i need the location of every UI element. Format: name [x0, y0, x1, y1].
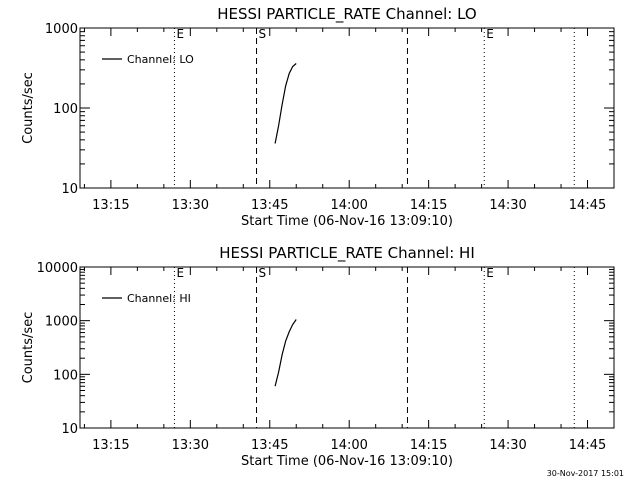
y-tick-label: 10: [61, 422, 78, 437]
event-marker-label: S: [259, 27, 267, 41]
x-tick-label: 13:30: [172, 198, 209, 213]
x-tick-label: 13:45: [251, 438, 288, 453]
plot-frame: [79, 266, 615, 429]
legend-label: Channel: LO: [127, 53, 194, 66]
x-tick-label: 14:15: [410, 198, 447, 213]
y-tick-label: 1000: [45, 315, 78, 330]
event-marker-label: S: [259, 266, 267, 280]
y-axis-label: Counts/sec: [21, 312, 36, 384]
chart-title: HESSI PARTICLE_RATE Channel: HI: [219, 244, 475, 263]
y-axis-label: Counts/sec: [21, 72, 36, 144]
chart-panel-1: HESSI PARTICLE_RATE Channel: LO Start Tim…: [21, 5, 615, 229]
x-tick-label: 13:15: [92, 438, 129, 453]
y-tick-label: 100: [53, 368, 78, 383]
x-axis-label: Start Time (06-Nov-16 13:09:10): [241, 454, 453, 469]
x-tick-label: 14:30: [489, 438, 526, 453]
x-tick-label: 14:45: [569, 438, 606, 453]
event-marker-label: E: [486, 266, 494, 280]
x-tick-label: 14:45: [569, 198, 606, 213]
legend-label: Channel: HI: [127, 292, 191, 305]
y-tick-label: 10000: [37, 261, 78, 276]
event-marker-label: E: [176, 266, 184, 280]
x-tick-label: 14:00: [330, 438, 367, 453]
series-line: [274, 319, 297, 387]
y-tick-label: 10: [61, 182, 78, 197]
plot-frame: [79, 27, 615, 189]
y-tick-label: 1000: [45, 22, 78, 37]
x-axis-label: Start Time (06-Nov-16 13:09:10): [241, 214, 453, 229]
x-tick-label: 14:00: [330, 198, 367, 213]
event-marker-label: E: [486, 27, 494, 41]
x-tick-label: 14:30: [489, 198, 526, 213]
y-tick-label: 100: [53, 102, 78, 117]
x-tick-label: 13:45: [251, 198, 288, 213]
x-tick-label: 13:30: [172, 438, 209, 453]
x-tick-label: 14:15: [410, 438, 447, 453]
footer-timestamp: 30-Nov-2017 15:01: [547, 469, 624, 478]
series-line: [274, 63, 297, 144]
chart-panel-2: HESSI PARTICLE_RATE Channel: HI Start Tim…: [21, 244, 615, 469]
chart-title: HESSI PARTICLE_RATE Channel: LO: [217, 5, 476, 24]
x-tick-label: 13:15: [92, 198, 129, 213]
event-marker-label: E: [176, 27, 184, 41]
